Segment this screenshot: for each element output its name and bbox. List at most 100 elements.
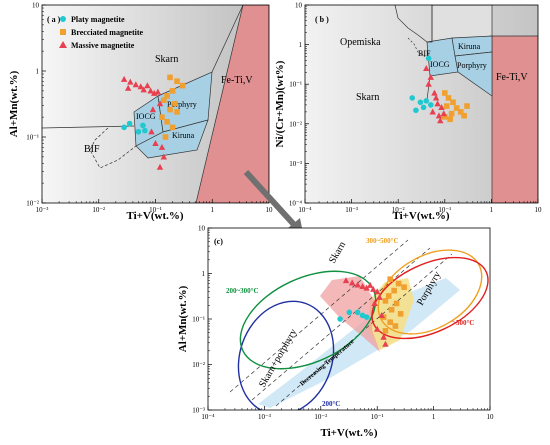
point-square-b: [447, 116, 453, 123]
point-circle-a: [121, 124, 127, 131]
legend-platy: Platy magnetite: [71, 15, 125, 24]
x-tick-label-a: 10⁻¹: [149, 206, 162, 214]
point-square-b: [453, 105, 460, 111]
region-kiruna-a: Kiruna: [172, 131, 195, 140]
point-triangle-a: [140, 86, 147, 93]
point-square-a: [179, 82, 186, 89]
x-tick-label-a: 10⁻³: [36, 206, 49, 214]
region-fetiv-b: Fe-Ti,V: [496, 72, 528, 83]
region-skarn-b: Skarn: [356, 92, 379, 103]
region-kiruna-b: Kiruna: [458, 42, 481, 51]
point-triangle-b: [431, 89, 438, 96]
point-square-a: [174, 109, 180, 115]
point-triangle-a: [148, 128, 155, 135]
point-square-c: [387, 319, 393, 326]
point-square-b: [457, 109, 464, 115]
legend-brecciated: Brecciated magnetite: [71, 28, 143, 37]
point-triangle-c: [348, 279, 356, 286]
point-triangle-b: [434, 100, 441, 107]
point-triangle-a: [152, 139, 159, 146]
point-triangle-a: [127, 78, 134, 85]
point-circle-b: [413, 107, 419, 114]
x-tick-label-c: 1: [432, 413, 436, 421]
y-tick-label-c: 1: [202, 270, 206, 278]
point-triangle-c: [374, 325, 381, 332]
point-triangle-b: [435, 112, 443, 119]
point-triangle-c: [366, 281, 374, 288]
point-square-c: [392, 323, 399, 329]
point-square-b: [442, 114, 448, 120]
y-tick-label-b: 10⁻²: [289, 120, 302, 128]
point-square-c: [391, 287, 397, 294]
point-circle-b: [420, 104, 427, 111]
point-square-c: [397, 311, 404, 317]
point-circle-c: [354, 309, 361, 316]
label-t500: >500°C: [452, 319, 474, 327]
panel-b-label: ( b ): [315, 15, 329, 24]
point-triangle-c: [370, 285, 377, 292]
kiruna-field-a: [135, 119, 209, 159]
point-square-a: [174, 78, 180, 85]
point-circle-b: [409, 95, 416, 101]
x-tick-label-b: 10: [535, 206, 543, 214]
point-triangle-b: [425, 80, 432, 87]
ellipse-300-500: [377, 249, 483, 335]
x-tick-label-b: 10⁻¹: [438, 206, 451, 214]
point-circle-b: [417, 99, 424, 106]
point-square-b: [450, 99, 456, 106]
point-square-b: [442, 90, 448, 96]
x-axis-label-c: Ti+V(wt.%): [320, 427, 377, 439]
point-triangle-c: [359, 283, 366, 290]
point-triangle-c: [378, 311, 385, 318]
y-axis-label-a: Al+Mn(wt.%): [8, 70, 20, 137]
region-opemiska: Opemiska: [340, 37, 381, 48]
point-triangle-a: [156, 100, 164, 107]
legend-massive-marker: [59, 41, 67, 48]
points-b: [409, 55, 470, 124]
region-bif-b: BIF: [418, 49, 431, 58]
x-tick-label-b: 1: [490, 206, 494, 214]
ellipse-200: [237, 300, 335, 410]
point-triangle-c: [371, 300, 378, 307]
bif-boundary-a: [42, 125, 135, 129]
point-square-c: [393, 300, 400, 307]
point-triangle-b: [440, 110, 447, 117]
point-square-a: [159, 114, 165, 120]
point-triangle-c: [376, 293, 383, 300]
panel-c-label: (c): [214, 237, 223, 246]
point-square-a: [160, 97, 167, 104]
diagonal-3: [275, 253, 453, 407]
point-square-a: [164, 93, 170, 99]
region-bif-a: BIF: [84, 144, 100, 155]
point-triangle-c: [374, 288, 381, 295]
x-tick-label-a: 10⁻²: [92, 206, 105, 214]
point-square-c: [387, 276, 393, 282]
point-triangle-b: [437, 117, 444, 124]
panel-b: 10⁻⁴ 10⁻³ 10⁻² 10⁻¹ 1 10 10⁻⁴ 10⁻³ 10⁻² 10⁻¹ 1 10 (…: [274, 2, 542, 223]
point-square-c: [395, 280, 402, 287]
point-square-a: [167, 74, 173, 81]
bif-dashed-a: [89, 127, 137, 169]
ellipse-500: [371, 256, 489, 340]
y-tick-label-b: 10⁻⁴: [289, 200, 303, 208]
point-square-a: [169, 88, 176, 94]
x-tick-label-b: 10⁻⁴: [298, 206, 312, 214]
y-tick-label-a: 1: [36, 68, 40, 76]
region-porphyry-b: Porphyry: [457, 61, 487, 70]
y-tick-label-b: 10: [295, 2, 303, 10]
y-tick-label-a: 10⁻¹: [26, 134, 39, 142]
point-circle-b: [427, 102, 434, 108]
point-circle-c: [337, 316, 343, 322]
y-tick-label-a: 10⁻²: [26, 200, 39, 208]
point-triangle-a: [156, 163, 164, 170]
x-axis-label-a: Ti+V(wt.%): [126, 210, 183, 222]
legend-massive: Massive magnetite: [71, 41, 135, 50]
ticks-b: 10⁻⁴ 10⁻³ 10⁻² 10⁻¹ 1 10 10⁻⁴ 10⁻³ 10⁻² 10⁻¹ 1 10: [289, 2, 542, 215]
boundary-line-a: [211, 5, 244, 73]
label-t200-300: 200~300°C: [226, 287, 259, 295]
point-square-c: [382, 328, 389, 334]
point-triangle-b: [438, 103, 445, 110]
point-square-c: [385, 293, 392, 299]
